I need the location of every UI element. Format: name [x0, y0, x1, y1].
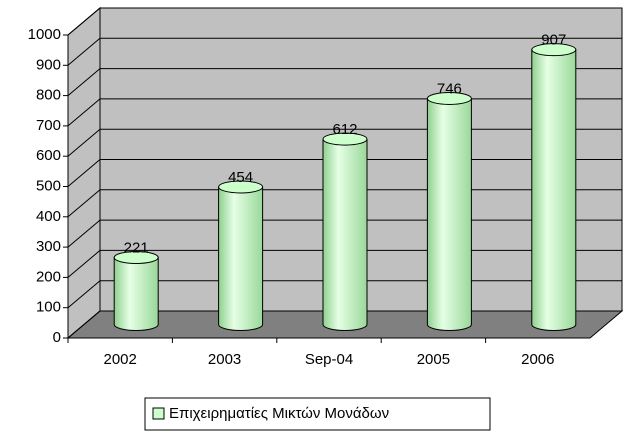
data-label: 454 [228, 169, 253, 186]
bar-top [322, 132, 368, 146]
x-tick-label: 2003 [208, 351, 241, 368]
bar-top [426, 91, 472, 105]
data-label: 612 [332, 121, 357, 138]
x-tick-label: Sep-04 [305, 351, 353, 368]
x-tick-label: 2006 [521, 351, 554, 368]
bar-top [531, 43, 577, 57]
y-tick-label: 200 [36, 268, 61, 285]
bar [218, 186, 264, 331]
data-label: 221 [124, 240, 149, 257]
y-tick-label: 1000 [28, 26, 61, 43]
y-tick-label: 600 [36, 147, 61, 164]
y-tick-label: 900 [36, 56, 61, 73]
legend-label: Επιχειρηματίες Μικτών Μονάδων [169, 405, 389, 422]
y-tick-label: 700 [36, 117, 61, 134]
legend: Επιχειρηματίες Μικτών Μονάδων [144, 397, 491, 431]
grid-line [67, 7, 622, 36]
y-tick-label: 400 [36, 208, 61, 225]
bar [322, 138, 368, 331]
grid-line [67, 37, 622, 66]
legend-swatch [152, 407, 165, 420]
y-tick-label: 100 [36, 299, 61, 316]
bar [113, 257, 159, 331]
x-tick-label: 2002 [104, 351, 137, 368]
bar-top [113, 251, 159, 265]
y-tick-label: 300 [36, 238, 61, 255]
data-label: 907 [541, 32, 566, 49]
bar-top [218, 180, 264, 194]
grid-line [67, 68, 622, 96]
y-tick-label: 800 [36, 87, 61, 104]
bar [531, 49, 577, 331]
x-tick-label: 2005 [417, 351, 450, 368]
bar [426, 97, 472, 331]
y-tick-label: 0 [53, 329, 61, 346]
data-label: 746 [437, 80, 462, 97]
y-tick-label: 500 [36, 177, 61, 194]
legend-box [144, 397, 491, 431]
